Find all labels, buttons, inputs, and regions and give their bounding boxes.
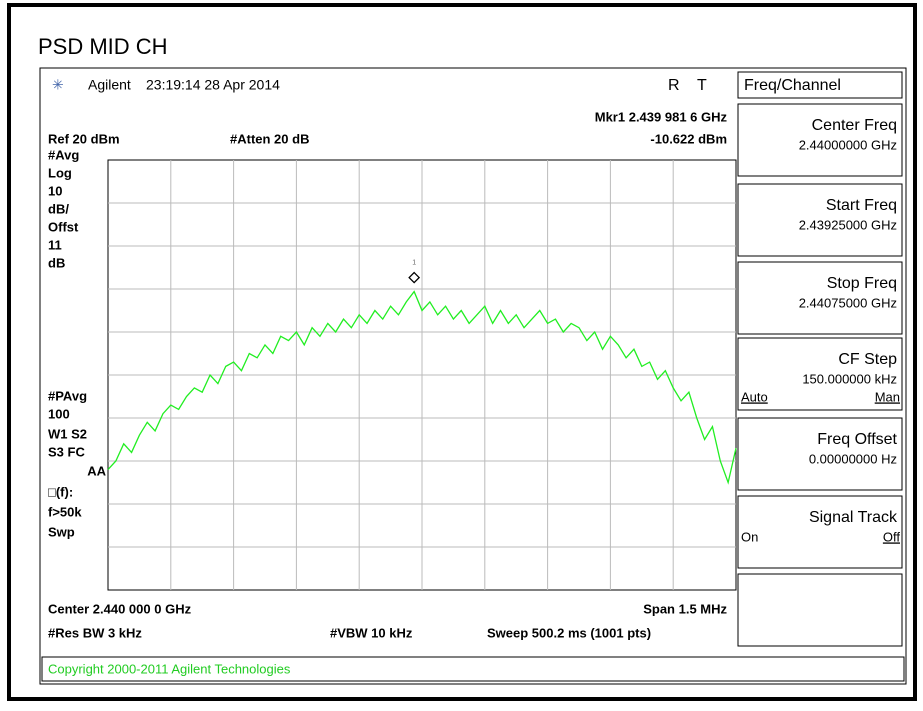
status: T (697, 77, 707, 94)
rbw: #Res BW 3 kHz (48, 625, 142, 640)
softkey[interactable] (737, 495, 903, 569)
status-bar (41, 656, 905, 682)
side-label: S3 FC (48, 444, 85, 459)
softkey[interactable] (737, 337, 903, 411)
softkey-value: 150.000000 kHz (802, 371, 897, 386)
menu-title: Freq/Channel (744, 77, 841, 94)
softkey-value: 2.43925000 GHz (799, 217, 897, 232)
softkey[interactable] (737, 103, 903, 177)
side-label: 11 (48, 237, 62, 252)
side-label: #PAvg (48, 388, 87, 403)
menu-title-box (737, 71, 903, 99)
status: R (668, 77, 680, 94)
trace (107, 290, 737, 485)
grid (108, 160, 736, 590)
center-freq: Center 2.440 000 0 GHz (48, 601, 192, 616)
softkey-label: Start Freq (826, 197, 897, 214)
side-label: W1 S2 (48, 426, 87, 441)
panel (39, 67, 907, 685)
side-label: Log (48, 165, 72, 180)
softkey[interactable] (737, 573, 903, 647)
timestamp: 23:19:14 28 Apr 2014 (146, 77, 280, 93)
ref-level: Ref 20 dBm (48, 131, 120, 146)
softkey-value: 2.44000000 GHz (799, 137, 897, 152)
softkey[interactable] (737, 183, 903, 257)
side-label: AA (87, 463, 106, 478)
side-label: □(f): (48, 484, 73, 499)
side-label: 100 (48, 406, 70, 421)
marker-id: 1 (412, 259, 416, 266)
vbw: #VBW 10 kHz (330, 625, 413, 640)
softkey-value: 2.44075000 GHz (799, 295, 897, 310)
softkey-option: On (741, 529, 758, 544)
span: Span 1.5 MHz (643, 601, 727, 616)
softkey-option: Man (875, 389, 900, 404)
side-label: Swp (48, 524, 75, 539)
brand: Agilent (88, 77, 131, 93)
side-label: f>50k (48, 504, 82, 519)
side-label: dB (48, 255, 65, 270)
softkey-value: 0.00000000 Hz (809, 451, 897, 466)
softkey-option: Off (883, 529, 900, 544)
marker-freq: Mkr1 2.439 981 6 GHz (595, 109, 728, 124)
side-label: 10 (48, 183, 62, 198)
side-label: dB/ (48, 201, 69, 216)
softkey-label: Freq Offset (817, 431, 897, 448)
softkey-label: Signal Track (809, 509, 898, 526)
softkey[interactable] (737, 261, 903, 335)
softkey-label: Center Freq (812, 117, 897, 134)
sweep: Sweep 500.2 ms (1001 pts) (487, 625, 651, 640)
logo: ✳ (52, 77, 64, 93)
marker-diamond (408, 271, 421, 284)
softkey-label: Stop Freq (827, 275, 897, 292)
softkey-option: Auto (741, 389, 768, 404)
marker-amplitude: -10.622 dBm (650, 131, 727, 146)
softkey-label: CF Step (838, 351, 897, 368)
atten: #Atten 20 dB (230, 131, 309, 146)
softkey[interactable] (737, 417, 903, 491)
copyright: Copyright 2000-2011 Agilent Technologies (48, 661, 291, 676)
side-label: Offst (48, 219, 79, 234)
side-label: #Avg (48, 147, 79, 162)
title: PSD MID CH (38, 34, 168, 59)
